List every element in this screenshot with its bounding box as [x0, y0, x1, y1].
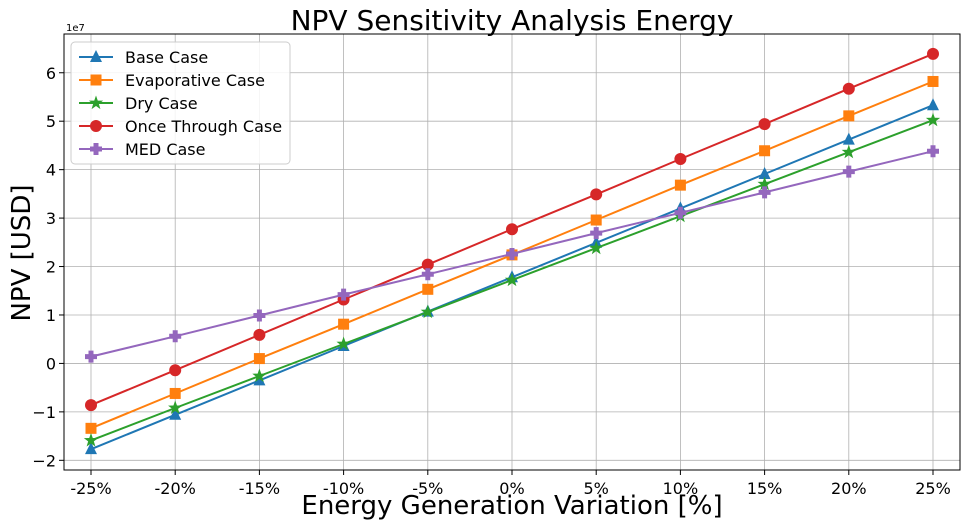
- data-point-dry-case: [589, 240, 604, 255]
- data-point-med-case: [758, 186, 771, 199]
- legend-label: Dry Case: [125, 94, 198, 113]
- legend-marker: [90, 74, 102, 86]
- data-point-once-through-case: [674, 152, 687, 165]
- data-point-once-through-case: [927, 47, 939, 60]
- legend-label: Evaporative Case: [125, 71, 265, 90]
- tick-labels: -25% -20% -15% -10% -5% 0% 5% 10% 15% 20% 25% −2 −1 0…: [32, 64, 950, 498]
- y-tick-label: 3: [46, 209, 56, 228]
- legend-marker: [88, 95, 104, 110]
- y-tick-label: −1: [32, 403, 56, 422]
- legend-box: [70, 41, 291, 165]
- x-tick-label: -15%: [239, 479, 280, 498]
- y-tick-label: 4: [46, 161, 56, 180]
- data-point-dry-case: [83, 432, 99, 447]
- data-point-base-case: [169, 407, 182, 420]
- data-point-evaporative-case: [927, 75, 939, 87]
- data-point-evaporative-case: [422, 283, 434, 295]
- y-tick-label: −2: [32, 451, 56, 470]
- data-point-once-through-case: [85, 399, 97, 412]
- legend-marker: [90, 50, 102, 62]
- data-point-base-case: [927, 98, 939, 111]
- legend-entry-once-through-case: Once Through Case: [79, 117, 282, 136]
- data-point-med-case: [169, 330, 182, 343]
- legend-label: MED Case: [125, 140, 205, 159]
- plot-frame: [63, 33, 961, 471]
- data-point-evaporative-case: [338, 318, 350, 330]
- y-offset-label: 1e7: [66, 23, 85, 34]
- data-point-evaporative-case: [590, 214, 602, 226]
- y-tick-label: 6: [46, 64, 56, 83]
- legend-marker: [90, 143, 102, 155]
- y-tick-label: 5: [46, 112, 56, 131]
- x-tick-label: 0%: [499, 479, 524, 498]
- x-axis-label: Energy Generation Variation [%]: [301, 491, 722, 521]
- data-point-dry-case: [336, 336, 351, 351]
- data-point-med-case: [337, 288, 350, 301]
- data-point-once-through-case: [758, 118, 771, 131]
- data-point-dry-case: [168, 400, 183, 415]
- data-point-once-through-case: [169, 364, 182, 377]
- data-point-once-through-case: [842, 82, 855, 95]
- legend: Base Case Evaporative Case Dry Case Once Th…: [70, 41, 291, 165]
- data-point-once-through-case: [506, 223, 518, 236]
- legend-entry-evaporative-case: Evaporative Case: [79, 71, 265, 90]
- y-axis-label: NPV [USD]: [7, 184, 37, 321]
- data-point-base-case: [85, 442, 97, 455]
- data-point-dry-case: [841, 144, 856, 159]
- data-point-evaporative-case: [759, 145, 771, 157]
- y-tick-label: 1: [46, 306, 56, 325]
- data-point-evaporative-case: [253, 353, 265, 365]
- x-tick-label: -25%: [70, 479, 111, 498]
- data-point-base-case: [758, 167, 771, 180]
- data-point-dry-case: [757, 176, 772, 191]
- data-point-med-case: [421, 268, 434, 281]
- data-point-evaporative-case: [674, 179, 686, 191]
- chart-title: NPV Sensitivity Analysis Energy: [291, 4, 734, 37]
- data-point-once-through-case: [590, 188, 603, 201]
- data-point-med-case: [927, 145, 939, 158]
- data-point-med-case: [85, 350, 97, 363]
- x-tick-label: -10%: [323, 479, 364, 498]
- data-point-dry-case: [420, 304, 435, 319]
- data-point-once-through-case: [421, 258, 434, 271]
- x-tick-label: 10%: [663, 479, 699, 498]
- legend-label: Base Case: [125, 48, 208, 67]
- data-point-dry-case: [504, 272, 520, 287]
- legend-marker: [90, 120, 102, 132]
- y-tick-label: 2: [46, 258, 56, 277]
- x-tick-label: -5%: [412, 479, 443, 498]
- x-tick-label: 5%: [584, 479, 609, 498]
- legend-entry-med-case: MED Case: [79, 140, 205, 159]
- data-point-med-case: [253, 309, 266, 322]
- series-med-case: [85, 145, 939, 363]
- x-tick-label: 25%: [915, 479, 951, 498]
- series-layer: [83, 47, 941, 455]
- data-point-dry-case: [925, 112, 941, 127]
- data-point-med-case: [506, 247, 518, 260]
- x-tick-label: 20%: [831, 479, 867, 498]
- legend-entry-base-case: Base Case: [79, 48, 208, 67]
- y-tick-label: 0: [46, 354, 56, 373]
- x-tick-label: -20%: [155, 479, 196, 498]
- x-tick-label: 15%: [747, 479, 783, 498]
- data-point-med-case: [674, 206, 687, 219]
- data-point-once-through-case: [253, 328, 266, 341]
- data-point-med-case: [590, 227, 603, 240]
- data-point-base-case: [253, 373, 266, 386]
- data-point-evaporative-case: [169, 387, 181, 399]
- data-point-med-case: [842, 165, 855, 178]
- data-point-base-case: [842, 132, 855, 145]
- data-point-evaporative-case: [843, 110, 855, 122]
- legend-label: Once Through Case: [125, 117, 282, 136]
- data-point-dry-case: [252, 368, 267, 383]
- data-point-evaporative-case: [85, 422, 97, 434]
- legend-entry-dry-case: Dry Case: [79, 94, 198, 113]
